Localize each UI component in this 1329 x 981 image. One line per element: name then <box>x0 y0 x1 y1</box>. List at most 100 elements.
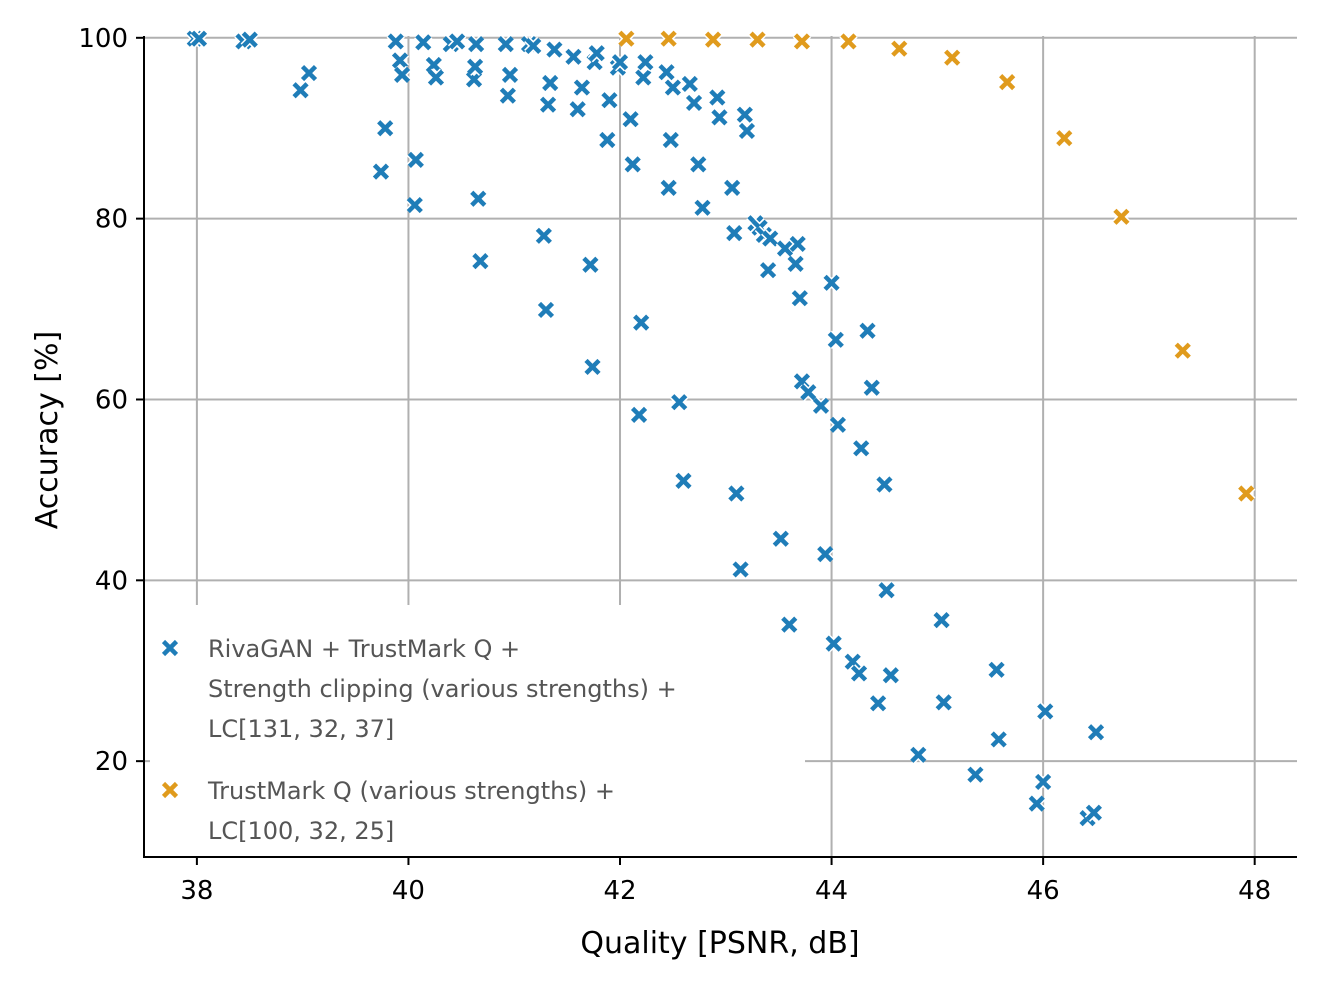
data-point-series-1 <box>775 239 795 258</box>
legend-label-series-1-line-3: LC[131, 32, 37] <box>208 715 394 743</box>
y-tick-label: 40 <box>95 566 128 596</box>
x-tick-label: 44 <box>815 876 848 906</box>
data-point-series-1 <box>858 321 877 340</box>
data-point-series-1 <box>761 229 780 248</box>
data-point-series-1 <box>240 30 259 49</box>
legend: RivaGAN + TrustMark Q + Strength clippin… <box>160 635 677 845</box>
data-point-series-1 <box>405 195 424 215</box>
data-point-series-1 <box>786 254 805 274</box>
data-point-series-1 <box>564 47 583 66</box>
data-point-series-1 <box>877 581 896 600</box>
data-point-series-2 <box>1237 484 1256 503</box>
data-point-series-1 <box>189 29 209 48</box>
data-point-series-1 <box>524 36 543 56</box>
data-point-series-1 <box>538 95 558 114</box>
data-point-series-1 <box>689 155 708 174</box>
data-point-series-1 <box>790 289 809 308</box>
data-point-series-1 <box>634 68 653 87</box>
data-point-series-1 <box>390 51 410 70</box>
data-point-series-1 <box>824 634 843 653</box>
data-point-series-1 <box>610 53 630 72</box>
data-point-series-2 <box>1173 341 1192 360</box>
data-point-series-1 <box>371 162 391 181</box>
y-tick-label: 20 <box>95 747 128 777</box>
y-axis-title: Accuracy [%] <box>30 331 65 529</box>
data-point-series-1 <box>299 63 319 83</box>
data-point-series-1 <box>862 378 881 397</box>
data-point-series-1 <box>621 110 640 129</box>
data-point-series-1 <box>674 471 693 491</box>
data-point-series-1 <box>536 300 556 320</box>
data-point-series-1 <box>636 53 655 72</box>
data-point-series-1 <box>799 383 818 402</box>
data-point-series-2 <box>703 30 723 49</box>
legend-label-series-1-line-1: RivaGAN + TrustMark Q + <box>208 635 520 663</box>
data-point-series-1 <box>680 74 699 94</box>
data-point-series-1 <box>684 93 704 113</box>
data-point-series-1 <box>572 78 592 97</box>
data-point-series-1 <box>661 130 680 150</box>
data-point-series-1 <box>406 150 426 170</box>
data-point-series-1 <box>987 660 1006 679</box>
data-point-series-1 <box>598 130 617 150</box>
data-point-series-1 <box>710 108 729 127</box>
legend-background <box>150 605 805 860</box>
data-point-series-2 <box>839 32 858 51</box>
data-point-series-1 <box>541 73 560 93</box>
data-point-series-1 <box>469 189 488 208</box>
data-point-series-1 <box>966 765 985 784</box>
y-tick-label: 60 <box>95 385 128 415</box>
x-tick-label: 42 <box>603 876 636 906</box>
y-tick-label: 100 <box>78 24 128 54</box>
data-point-series-1 <box>1036 702 1055 721</box>
data-point-series-1 <box>934 693 953 712</box>
data-point-series-1 <box>471 251 490 271</box>
data-point-series-2 <box>617 29 636 48</box>
data-point-series-1 <box>843 652 862 671</box>
data-point-series-1 <box>500 65 520 85</box>
data-point-series-1 <box>587 44 606 63</box>
data-point-series-1 <box>822 273 841 292</box>
data-point-series-1 <box>632 313 651 332</box>
legend-label-series-1-line-2: Strength clipping (various strengths) + <box>208 675 677 703</box>
data-point-series-1 <box>1086 723 1106 742</box>
x-tick-label: 40 <box>392 876 425 906</box>
data-point-series-1 <box>583 357 602 377</box>
axis-ticks: 38 40 42 44 46 48 20 40 60 80 100 <box>78 24 1271 906</box>
data-point-series-1 <box>1033 772 1053 792</box>
data-point-series-1 <box>376 119 395 138</box>
data-point-series-1 <box>426 68 446 87</box>
legend-marker-series-1 <box>160 638 180 658</box>
data-point-series-1 <box>788 234 807 254</box>
data-point-series-1 <box>392 65 412 85</box>
data-point-series-1 <box>731 560 750 579</box>
y-tick-label: 80 <box>95 205 128 235</box>
x-axis-title: Quality [PSNR, dB] <box>580 926 859 961</box>
data-point-series-1 <box>780 615 799 634</box>
data-point-series-1 <box>568 100 587 119</box>
data-point-series-1 <box>828 415 848 434</box>
data-point-series-1 <box>811 396 831 415</box>
data-point-series-1 <box>849 664 869 683</box>
data-point-series-1 <box>737 121 757 141</box>
data-point-series-1 <box>291 81 310 100</box>
data-point-series-1 <box>932 610 951 630</box>
data-point-series-2 <box>890 39 909 58</box>
data-point-series-1 <box>657 63 676 82</box>
data-point-series-2 <box>1112 207 1131 226</box>
legend-label-series-2-line-1: TrustMark Q (various strengths) + <box>207 777 615 805</box>
data-point-series-1 <box>447 32 467 51</box>
data-point-series-1 <box>758 261 778 280</box>
data-point-series-1 <box>875 475 894 494</box>
data-point-series-2 <box>748 30 767 49</box>
axes <box>143 36 1297 858</box>
data-point-series-1 <box>581 255 600 274</box>
data-point-series-1 <box>708 88 727 107</box>
data-point-series-1 <box>909 745 928 764</box>
data-point-series-1 <box>725 223 744 243</box>
data-point-series-1 <box>414 33 433 52</box>
data-point-series-1 <box>659 178 678 198</box>
data-point-series-2 <box>659 29 678 48</box>
data-point-series-1 <box>534 226 553 245</box>
